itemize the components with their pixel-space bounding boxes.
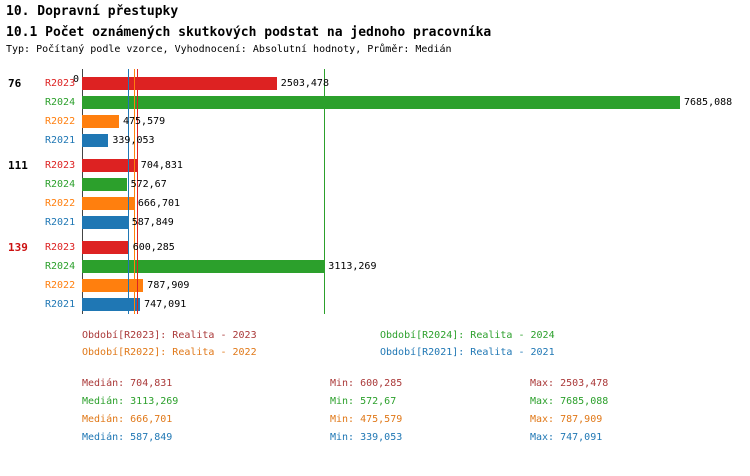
page-title: 10. Dopravní přestupky xyxy=(6,4,179,19)
stat-median: Medián: 666,701 xyxy=(82,414,173,425)
bar-value-label: 475,579 xyxy=(123,116,166,127)
series-label: R2024 xyxy=(45,261,76,272)
bar-r2024 xyxy=(82,178,127,191)
stat-max: Max: 2503,478 xyxy=(530,378,609,389)
bar-r2022 xyxy=(82,197,134,210)
bar-chart: 0 76 R2023 2503,478 R2024 7685,088 R2022 475,5… xyxy=(0,69,750,314)
bar-r2021 xyxy=(82,216,128,229)
stat-max: Max: 787,909 xyxy=(530,414,603,425)
stat-min: Min: 475,579 xyxy=(330,414,403,425)
chart-row: R2022 475,579 xyxy=(0,112,750,131)
bar-area: 600,285 xyxy=(82,238,750,257)
legend-item: Období[R2023]: Realita - 2023 xyxy=(82,330,257,341)
median-line-r2023 xyxy=(136,69,138,314)
plot-area: 76 R2023 2503,478 R2024 7685,088 R2022 475,579… xyxy=(0,69,750,314)
series-label: R2023 xyxy=(45,242,76,253)
stats-row: Medián: 587,849 Min: 339,053 Max: 747,091 xyxy=(82,432,750,444)
chart-row: R2024 7685,088 xyxy=(0,93,750,112)
bar-r2023 xyxy=(82,241,129,254)
chart-meta-line: Typ: Počítaný podle vzorce, Vyhodnocení:… xyxy=(6,44,452,55)
series-label: R2022 xyxy=(45,198,76,209)
bar-area: 475,579 xyxy=(82,112,750,131)
bar-value-label: 3113,269 xyxy=(328,261,377,272)
legend-item: Období[R2021]: Realita - 2021 xyxy=(380,347,555,358)
bar-value-label: 704,831 xyxy=(140,160,183,171)
stat-max: Max: 747,091 xyxy=(530,432,603,443)
stat-median: Medián: 587,849 xyxy=(82,432,173,443)
bar-value-label: 7685,088 xyxy=(684,97,733,108)
bar-value-label: 572,67 xyxy=(130,179,167,190)
group-label: 111 xyxy=(8,159,28,172)
bar-value-label: 747,091 xyxy=(144,299,187,310)
chart-row: R2021 747,091 xyxy=(0,295,750,314)
stat-max: Max: 7685,088 xyxy=(530,396,609,407)
page-subtitle: 10.1 Počet oznámených skutkových podstat… xyxy=(6,25,492,40)
chart-row: R2022 666,701 xyxy=(0,194,750,213)
median-line-r2021 xyxy=(127,69,129,314)
chart-row: 139 R2023 600,285 xyxy=(0,238,750,257)
stats-row: Medián: 3113,269 Min: 572,67 Max: 7685,088 xyxy=(82,396,750,408)
bar-area: 3113,269 xyxy=(82,257,750,276)
bar-area: 666,701 xyxy=(82,194,750,213)
bar-r2024 xyxy=(82,96,680,109)
bar-value-label: 666,701 xyxy=(137,198,181,209)
bar-area: 704,831 xyxy=(82,156,750,175)
bar-area: 572,67 xyxy=(82,175,750,194)
bar-r2022 xyxy=(82,115,119,128)
stat-min: Min: 339,053 xyxy=(330,432,403,443)
group-label: 139 xyxy=(8,241,28,254)
chart-row: R2024 572,67 xyxy=(0,175,750,194)
stat-min: Min: 572,67 xyxy=(330,396,397,407)
series-label: R2023 xyxy=(45,160,76,171)
stat-median: Medián: 3113,269 xyxy=(82,396,179,407)
bar-value-label: 2503,478 xyxy=(280,78,329,89)
bar-area: 339,053 xyxy=(82,131,750,150)
legend-item: Období[R2022]: Realita - 2022 xyxy=(82,347,257,358)
bar-value-label: 587,849 xyxy=(131,217,174,228)
bar-value-label: 339,053 xyxy=(112,135,155,146)
legend-item: Období[R2024]: Realita - 2024 xyxy=(380,330,555,341)
median-line-r2024 xyxy=(324,69,326,314)
stats-summary: Medián: 704,831 Min: 600,285 Max: 2503,478… xyxy=(82,378,750,444)
median-line-r2022 xyxy=(133,69,135,314)
bar-r2023 xyxy=(82,159,137,172)
bar-value-label: 787,909 xyxy=(147,280,190,291)
series-label: R2021 xyxy=(45,135,76,146)
chart-row: R2024 3113,269 xyxy=(0,257,750,276)
stats-row: Medián: 704,831 Min: 600,285 Max: 2503,478 xyxy=(82,378,750,390)
series-label: R2021 xyxy=(45,217,76,228)
bar-r2024 xyxy=(82,260,325,273)
stat-min: Min: 600,285 xyxy=(330,378,403,389)
chart-row: 76 R2023 2503,478 xyxy=(0,74,750,93)
bar-r2021 xyxy=(82,134,109,147)
chart-legend: Období[R2023]: Realita - 2023 Období[R202… xyxy=(82,330,750,359)
chart-row: R2021 339,053 xyxy=(0,131,750,150)
stat-median: Medián: 704,831 xyxy=(82,378,173,389)
stats-row: Medián: 666,701 Min: 475,579 Max: 787,909 xyxy=(82,414,750,426)
bar-area: 587,849 xyxy=(82,213,750,232)
bar-area: 747,091 xyxy=(82,295,750,314)
chart-row: 111 R2023 704,831 xyxy=(0,156,750,175)
group-label: 76 xyxy=(8,77,22,90)
chart-row: R2022 787,909 xyxy=(0,276,750,295)
series-label: R2024 xyxy=(45,179,76,190)
bar-area: 787,909 xyxy=(82,276,750,295)
y-axis-line xyxy=(82,69,83,314)
series-label: R2022 xyxy=(45,280,76,291)
bar-value-label: 600,285 xyxy=(132,242,175,253)
series-label: R2022 xyxy=(45,116,76,127)
series-label: R2024 xyxy=(45,97,76,108)
series-label: R2023 xyxy=(45,78,76,89)
bar-area: 2503,478 xyxy=(82,74,750,93)
report-page: 10. Dopravní přestupky 10.1 Počet oznáme… xyxy=(0,4,750,444)
bar-r2023 xyxy=(82,77,277,90)
axis-zero-label: 0 xyxy=(73,74,80,85)
chart-row: R2021 587,849 xyxy=(0,213,750,232)
bar-area: 7685,088 xyxy=(82,93,750,112)
series-label: R2021 xyxy=(45,299,76,310)
bar-r2021 xyxy=(82,298,141,311)
